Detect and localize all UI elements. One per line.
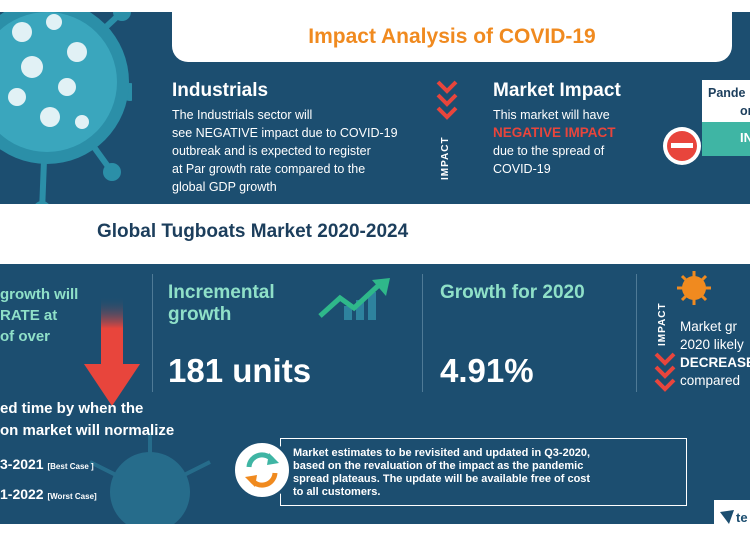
industrials-heading: Industrials <box>172 80 269 101</box>
right-line: compared <box>680 373 741 388</box>
growth-line: growth will <box>0 286 79 303</box>
refresh-icon <box>232 440 292 500</box>
market-title-band: Global Tugboats Market 2020-2024 <box>0 204 750 264</box>
worst-case-row: 1-2022 [Worst Case] <box>0 486 97 502</box>
best-case-row: 3-2021 [Best Case ] <box>0 456 94 472</box>
update-note: Market estimates to be revisited and upd… <box>232 438 687 506</box>
impact-vertical-label: IMPACT <box>657 302 668 346</box>
industrials-line: global GDP growth <box>172 180 277 194</box>
title-banner: Impact Analysis of COVID-19 <box>172 12 732 62</box>
market-impact-line: COVID-19 <box>493 162 551 176</box>
growth-partial-text: growth will RATE at of over <box>0 284 78 347</box>
best-case-label: [Best Case ] <box>47 462 94 471</box>
normalize-line: on market will normalize <box>0 422 175 439</box>
logo-text: te <box>736 510 748 524</box>
market-title: Global Tugboats Market 2020-2024 <box>97 221 409 242</box>
market-impact-line: This market will have <box>493 108 610 122</box>
virus-sun-icon <box>677 271 711 305</box>
pandemic-status-header: Pande on <box>702 80 750 122</box>
industrials-body: The Industrials sector will see NEGATIVE… <box>172 106 437 196</box>
note-line: spread plateaus. The update will be avai… <box>293 473 591 485</box>
chevron-down-icon <box>654 352 676 392</box>
negative-impact-text: NEGATIVE IMPACT <box>493 125 616 140</box>
market-impact-line: due to the spread of <box>493 144 605 158</box>
note-line: based on the revaluation of the impact a… <box>293 460 584 472</box>
chevron-down-icon <box>436 80 458 120</box>
arrow-down-icon <box>84 296 140 406</box>
impact-vertical-label: IMPACT <box>440 136 451 180</box>
incremental-growth-value: 181 units <box>168 352 312 389</box>
right-line: 2020 likely <box>680 337 744 352</box>
pandemic-line: Pande <box>708 86 746 100</box>
page-title: Impact Analysis of COVID-19 <box>308 25 596 48</box>
growth-2020-value: 4.91% <box>440 352 534 389</box>
normalize-line: ed time by when the <box>0 400 144 417</box>
industrials-line: The Industrials sector will <box>172 108 313 122</box>
infographic-canvas: Impact Analysis of COVID-19 Industrials … <box>0 12 750 524</box>
industrials-line: see NEGATIVE impact due to COVID-19 <box>172 126 398 140</box>
market-impact-body: This market will have NEGATIVE IMPACT du… <box>493 106 663 178</box>
incremental-label-line: Incremental <box>168 282 275 303</box>
industrials-line: at Par growth rate compared to the <box>172 162 366 176</box>
divider <box>152 274 153 392</box>
worst-case-value: 1-2022 <box>0 486 44 502</box>
market-impact-heading: Market Impact <box>493 80 621 101</box>
growth-line: RATE at <box>0 307 58 324</box>
pandemic-status-box: Pande on IN <box>702 80 750 156</box>
trend-up-icon <box>318 278 390 320</box>
pandemic-line: on <box>740 104 750 118</box>
divider <box>422 274 423 392</box>
note-line: to all customers. <box>293 486 381 498</box>
right-line: Market gr <box>680 319 738 334</box>
growth-2020-label: Growth for 2020 <box>440 282 585 303</box>
industrials-line: outbreak and is expected to register <box>172 144 371 158</box>
virus-illustration-icon <box>0 12 132 219</box>
right-line: DECREASE <box>680 355 750 370</box>
minus-bar <box>671 143 693 148</box>
worst-case-label: [Worst Case] <box>47 492 97 501</box>
note-line: Market estimates to be revisited and upd… <box>293 447 591 459</box>
incremental-label-line: growth <box>168 304 232 325</box>
divider <box>636 274 637 392</box>
logo-icon <box>720 510 734 524</box>
growth-line: of over <box>0 328 51 345</box>
update-note-text: Market estimates to be revisited and upd… <box>280 438 687 506</box>
incremental-growth-label: Incremental growth <box>168 282 275 326</box>
pandemic-status-value: IN <box>702 122 750 156</box>
best-case-value: 3-2021 <box>0 456 44 472</box>
right-partial-text: Market gr 2020 likely DECREASE compared <box>680 318 750 390</box>
virus-background-icon <box>89 432 211 524</box>
